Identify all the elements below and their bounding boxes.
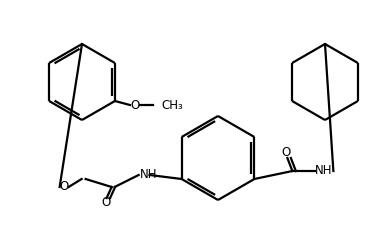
- Text: CH₃: CH₃: [161, 98, 183, 112]
- Text: NH: NH: [315, 164, 332, 177]
- Text: O: O: [282, 146, 291, 160]
- Text: O: O: [130, 98, 140, 112]
- Text: O: O: [101, 196, 110, 209]
- Text: O: O: [59, 180, 68, 194]
- Text: NH: NH: [140, 168, 158, 181]
